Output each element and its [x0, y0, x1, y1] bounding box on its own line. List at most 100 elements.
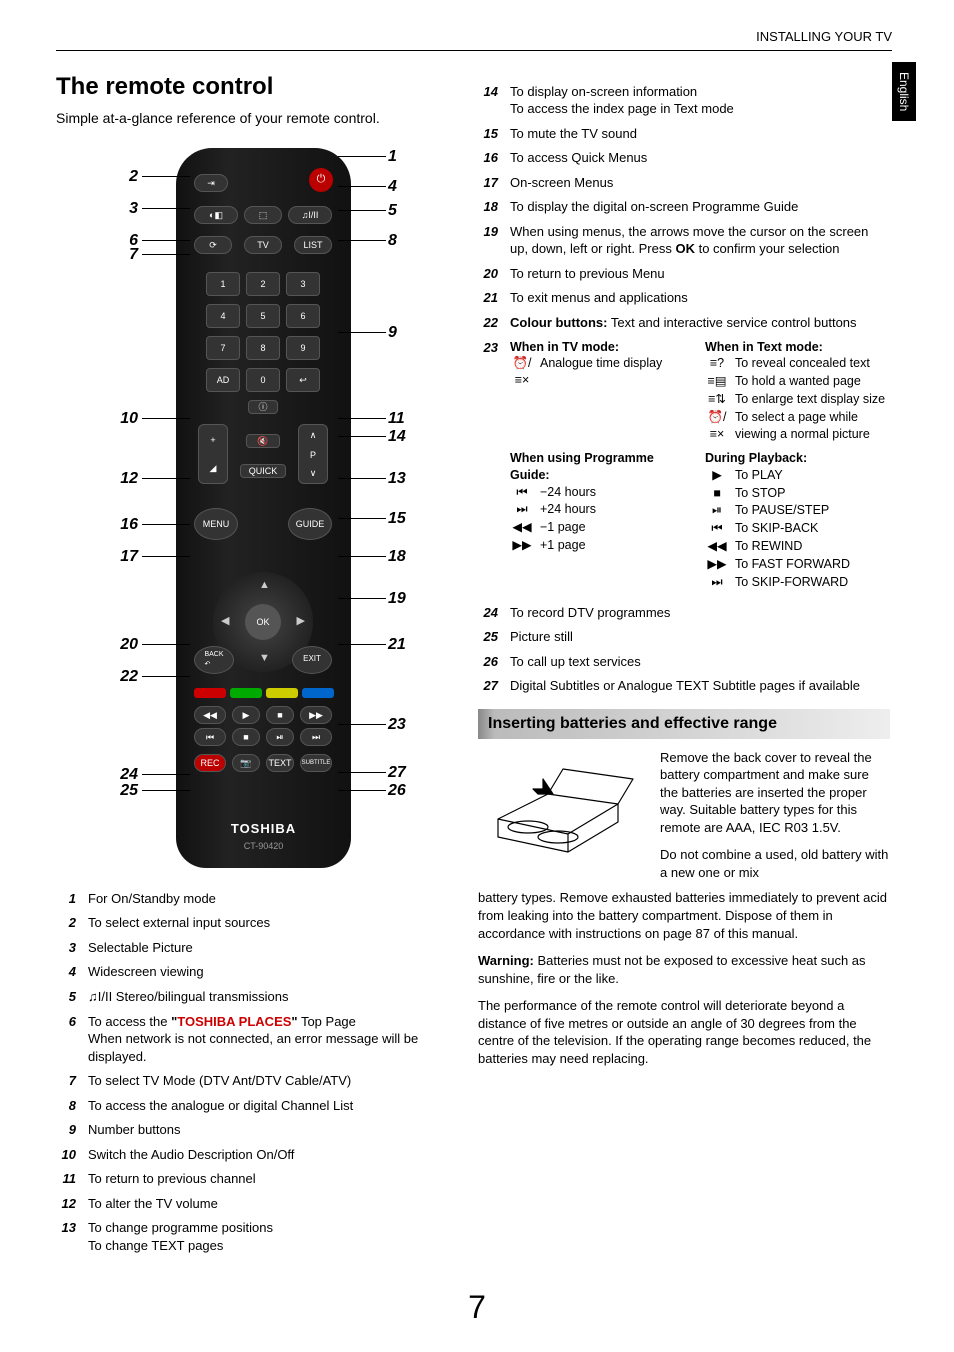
callout-25: 25 — [112, 780, 138, 802]
sym-icon: ⏭ — [705, 574, 729, 591]
sym-icon: ▶ — [705, 467, 729, 484]
leader-25 — [142, 790, 190, 791]
leader-23 — [338, 724, 386, 725]
def-item-10: 10 Switch the Audio Description On/Off — [56, 1146, 456, 1164]
btn-audio-icon: ♫I/II — [288, 206, 332, 224]
sym-row: ⏯To PAUSE/STEP — [705, 502, 890, 519]
def-text: To access the "TOSHIBA PLACES" Top PageW… — [88, 1013, 456, 1066]
leader-26 — [338, 790, 386, 791]
def-num: 8 — [56, 1097, 76, 1115]
btn-guide-icon: GUIDE — [288, 508, 332, 540]
leader-16 — [142, 524, 190, 525]
sym-text: +24 hours — [540, 501, 596, 518]
def-num: 2 — [56, 914, 76, 932]
sym-row: ▶▶+1 page — [510, 537, 695, 554]
def-num: 15 — [478, 125, 498, 143]
def-item-25: 25 Picture still — [478, 628, 890, 646]
battery-p4: The performance of the remote control wi… — [478, 997, 890, 1067]
callout-7: 7 — [112, 244, 138, 266]
def-item-19: 19When using menus, the arrows move the … — [478, 223, 890, 258]
leader-11 — [338, 418, 386, 419]
sym-icon: ■ — [705, 485, 729, 502]
btn-quick-icon: QUICK — [240, 464, 286, 478]
leader-7 — [142, 254, 190, 255]
def-num: 16 — [478, 149, 498, 167]
callout-12: 12 — [112, 468, 138, 490]
sym-text: +1 page — [540, 537, 586, 554]
leader-4 — [338, 186, 386, 187]
btn-skipback-icon: ⏮ — [194, 728, 226, 746]
remote-model: CT-90420 — [176, 840, 351, 852]
def-num: 7 — [56, 1072, 76, 1090]
callout-3: 3 — [112, 198, 138, 220]
def-text: Number buttons — [88, 1121, 456, 1139]
leader-21 — [338, 644, 386, 645]
def-num: 9 — [56, 1121, 76, 1139]
item-23-num: 23 — [478, 339, 498, 592]
btn-stop-icon: ■ — [266, 706, 294, 724]
sym-icon: ⏰/≡× — [705, 409, 729, 443]
leader-1 — [338, 156, 386, 157]
left-definitions: 1For On/Standby mode2To select external … — [56, 890, 456, 1255]
sym-text: To REWIND — [735, 538, 802, 555]
sym-icon: ▶▶ — [705, 556, 729, 573]
def-text: To exit menus and applications — [510, 289, 890, 307]
btn-places-icon: ⟳ — [194, 236, 232, 254]
btn-back-icon: BACK↶ — [194, 646, 234, 674]
btn-ok: OK — [245, 604, 281, 640]
language-tab: English — [892, 62, 916, 121]
def-text: Colour buttons: Text and interactive ser… — [510, 314, 890, 332]
sym-row: ⏮To SKIP-BACK — [705, 520, 890, 537]
def-num: 18 — [478, 198, 498, 216]
item-23: 23 When in TV mode: ⏰/≡×Analogue time di… — [478, 339, 890, 592]
power-button-icon: ⏻ — [309, 168, 333, 192]
btn-wide-icon: ⬚ — [244, 206, 282, 224]
sym-text: To hold a wanted page — [735, 373, 861, 390]
btn-num-8: 8 — [246, 336, 280, 360]
def-item-12: 12To alter the TV volume — [56, 1195, 456, 1213]
def-text: When using menus, the arrows move the cu… — [510, 223, 890, 258]
def-item-15: 15To mute the TV sound — [478, 125, 890, 143]
btn-num-1: 1 — [206, 272, 240, 296]
def-item-24: 24To record DTV programmes — [478, 604, 890, 622]
leader-8 — [338, 240, 386, 241]
sym-text: To reveal concealed text — [735, 355, 870, 372]
def-num: 27 — [478, 677, 498, 695]
right-definitions-2: 24To record DTV programmes 25 Picture stil… — [478, 604, 890, 695]
def-num: 1 — [56, 890, 76, 908]
btn-text-icon: TEXT — [266, 754, 294, 772]
sym-row: ≡▤To hold a wanted page — [705, 373, 890, 390]
btn-menu-icon: MENU — [194, 508, 238, 540]
remote-diagram: ⏻ ⇥ ◐◧ ⬚ ♫I/II ⟳ TV LIST 1 2 3 4 5 — [56, 138, 456, 878]
btn-info-icon: ⓘ — [248, 400, 278, 414]
sym-text: To FAST FORWARD — [735, 556, 850, 573]
header-rule — [56, 50, 892, 51]
sym-row: ⏭To SKIP-FORWARD — [705, 574, 890, 591]
def-text: To display on-screen informationTo acces… — [510, 83, 890, 118]
def-text: To access Quick Menus — [510, 149, 890, 167]
callout-4: 4 — [388, 176, 397, 198]
def-text: To call up text services — [510, 653, 890, 671]
def-num: 25 — [478, 628, 498, 646]
page-number: 7 — [56, 1286, 898, 1329]
leader-10 — [142, 418, 190, 419]
header-section: INSTALLING YOUR TV — [56, 28, 898, 46]
def-item-20: 20To return to previous Menu — [478, 265, 890, 283]
btn-mute-icon: 🔇 — [246, 434, 280, 448]
callout-18: 18 — [388, 546, 406, 568]
sym-row: ≡?To reveal concealed text — [705, 355, 890, 372]
callout-2: 2 — [112, 166, 138, 188]
callout-26: 26 — [388, 780, 406, 802]
def-item-11: 11To return to previous channel — [56, 1170, 456, 1188]
def-num: 11 — [56, 1170, 76, 1188]
playback-title: During Playback: — [705, 451, 807, 465]
def-text: Picture still — [510, 628, 890, 646]
def-item-27: 27Digital Subtitles or Analogue TEXT Sub… — [478, 677, 890, 695]
btn-rewind-icon: ◀◀ — [194, 706, 226, 724]
sym-text: To PAUSE/STEP — [735, 502, 829, 519]
def-text: Switch the Audio Description On/Off — [88, 1146, 456, 1164]
color-buttons — [194, 688, 334, 700]
def-num: 10 — [56, 1146, 76, 1164]
remote-brand: TOSHIBA — [176, 820, 351, 838]
def-text: ♫I/II Stereo/bilingual transmissions — [88, 988, 456, 1006]
